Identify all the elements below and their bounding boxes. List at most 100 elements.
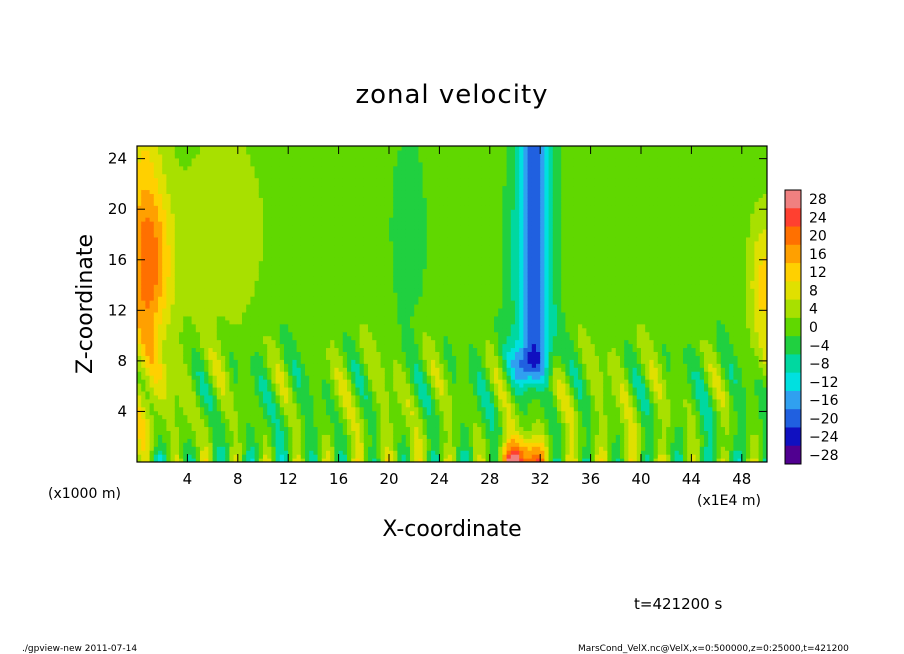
heatmap-cell: [317, 363, 323, 368]
heatmap-cell: [237, 221, 243, 226]
heatmap-cell: [263, 331, 268, 337]
heatmap-cell: [313, 248, 319, 254]
heatmap-cell: [300, 201, 306, 206]
heatmap-cell: [258, 256, 264, 262]
heatmap-cell: [313, 225, 319, 230]
heatmap-cell: [254, 438, 260, 443]
heatmap-cell: [141, 426, 146, 431]
heatmap-cell: [216, 414, 222, 420]
heatmap-cell: [170, 276, 176, 281]
heatmap-cell: [355, 217, 361, 222]
heatmap-cell: [355, 173, 361, 179]
heatmap-cell: [359, 351, 365, 356]
heatmap-cell: [237, 458, 243, 462]
heatmap-cell: [288, 371, 293, 376]
heatmap-cell: [246, 351, 251, 356]
heatmap-cell: [141, 300, 146, 305]
heatmap-cell: [153, 189, 159, 194]
heatmap-cell: [380, 252, 386, 258]
heatmap-cell: [195, 390, 201, 396]
heatmap-cell: [149, 240, 155, 246]
heatmap-cell: [296, 315, 302, 321]
heatmap-cell: [170, 359, 176, 364]
heatmap-cell: [258, 209, 264, 214]
heatmap-cell: [225, 228, 230, 234]
heatmap-cell: [279, 244, 285, 250]
heatmap-cell: [284, 193, 289, 198]
heatmap-cell: [183, 272, 188, 277]
heatmap-cell: [393, 236, 398, 242]
heatmap-cell: [225, 430, 230, 435]
heatmap-cell: [183, 355, 188, 360]
heatmap-cell: [359, 177, 365, 183]
heatmap-cell: [158, 371, 163, 376]
heatmap-cell: [137, 146, 142, 151]
heatmap-cell: [309, 331, 314, 337]
heatmap-cell: [359, 394, 365, 400]
heatmap-cell: [174, 311, 180, 317]
heatmap-cell: [158, 173, 163, 179]
heatmap-cell: [342, 197, 348, 202]
heatmap-cell: [187, 398, 193, 404]
heatmap-cell: [296, 193, 302, 198]
heatmap-cell: [145, 169, 151, 175]
heatmap-cell: [372, 153, 377, 159]
heatmap-cell: [300, 383, 306, 388]
heatmap-cell: [342, 296, 348, 301]
heatmap-cell: [187, 236, 193, 242]
heatmap-cell: [338, 394, 344, 400]
heatmap-cell: [296, 418, 302, 424]
heatmap-cell: [174, 173, 180, 179]
heatmap-cell: [233, 201, 239, 206]
heatmap-cell: [195, 296, 201, 301]
heatmap-cell: [389, 454, 394, 459]
heatmap-cell: [162, 177, 167, 183]
heatmap-cell: [191, 252, 197, 258]
heatmap-cell: [153, 371, 159, 376]
heatmap-cell: [317, 446, 323, 451]
heatmap-cell: [334, 446, 340, 451]
heatmap-cell: [376, 315, 382, 321]
heatmap-cell: [267, 426, 272, 431]
heatmap-cell: [275, 268, 281, 273]
heatmap-cell: [221, 169, 226, 175]
heatmap-cell: [187, 319, 193, 325]
heatmap-cell: [372, 355, 377, 360]
heatmap-cell: [313, 264, 319, 270]
heatmap-cell: [271, 205, 277, 210]
heatmap-cell: [279, 410, 285, 416]
heatmap-cell: [288, 339, 293, 345]
heatmap-cell: [372, 438, 377, 443]
heatmap-cell: [372, 343, 377, 349]
heatmap-cell: [246, 450, 251, 455]
heatmap-cell: [279, 434, 285, 439]
heatmap-cell: [334, 173, 340, 179]
heatmap-cell: [195, 280, 201, 285]
heatmap-cell: [300, 197, 306, 202]
heatmap-cell: [195, 359, 201, 364]
heatmap-cell: [376, 146, 382, 151]
heatmap-cell: [393, 209, 398, 214]
heatmap-cell: [191, 256, 197, 262]
heatmap-cell: [216, 153, 222, 159]
heatmap-cell: [376, 307, 382, 313]
heatmap-cell: [162, 264, 167, 270]
heatmap-cell: [237, 363, 243, 368]
heatmap-cell: [309, 347, 314, 352]
heatmap-cell: [338, 311, 344, 317]
heatmap-cell: [216, 181, 222, 187]
heatmap-cell: [330, 221, 335, 226]
heatmap-cell: [317, 193, 323, 198]
heatmap-cell: [271, 197, 277, 202]
heatmap-cell: [275, 398, 281, 404]
heatmap-cell: [321, 205, 327, 210]
heatmap-cell: [208, 442, 214, 447]
heatmap-cell: [347, 402, 352, 408]
heatmap-cell: [145, 446, 151, 451]
heatmap-cell: [162, 260, 167, 266]
heatmap-cell: [372, 272, 377, 277]
heatmap-cell: [368, 406, 373, 412]
heatmap-cell: [368, 213, 373, 218]
heatmap-cell: [363, 355, 369, 360]
heatmap-cell: [145, 296, 151, 301]
